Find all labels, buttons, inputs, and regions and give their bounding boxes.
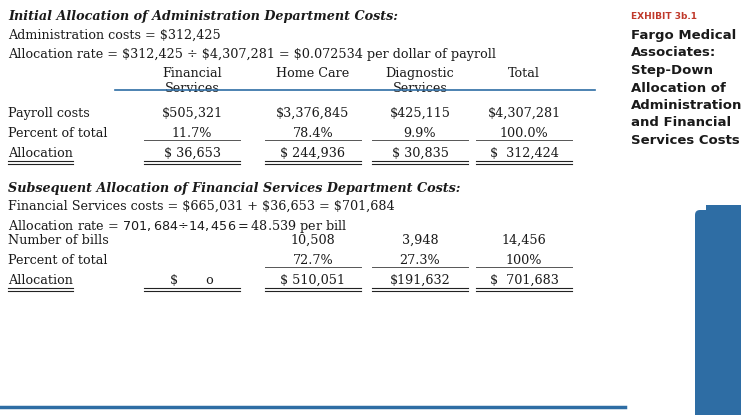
Text: $ 244,936: $ 244,936 — [281, 147, 345, 160]
Text: Services Costs: Services Costs — [631, 134, 740, 147]
Text: 100.0%: 100.0% — [499, 127, 548, 140]
Text: 72.7%: 72.7% — [293, 254, 333, 267]
Text: $3,376,845: $3,376,845 — [276, 107, 350, 120]
Text: 11.7%: 11.7% — [172, 127, 212, 140]
Text: $ 30,835: $ 30,835 — [391, 147, 448, 160]
Text: Step-Down: Step-Down — [631, 64, 713, 77]
Text: $ 36,653: $ 36,653 — [164, 147, 221, 160]
Bar — [706, 205, 741, 415]
Text: Payroll costs: Payroll costs — [8, 107, 90, 120]
Text: $4,307,281: $4,307,281 — [488, 107, 560, 120]
Text: Allocation: Allocation — [8, 274, 73, 287]
FancyBboxPatch shape — [695, 210, 741, 415]
Text: Number of bills: Number of bills — [8, 234, 109, 247]
Text: $425,115: $425,115 — [390, 107, 451, 120]
Text: Subsequent Allocation of Financial Services Department Costs:: Subsequent Allocation of Financial Servi… — [8, 182, 460, 195]
Text: and Financial: and Financial — [631, 117, 731, 129]
Text: Fargo Medical: Fargo Medical — [631, 29, 737, 42]
Text: Total: Total — [508, 67, 540, 80]
Text: $  701,683: $ 701,683 — [490, 274, 559, 287]
Text: 3,948: 3,948 — [402, 234, 439, 247]
Text: Home Care: Home Care — [276, 67, 350, 80]
Text: $       o: $ o — [170, 274, 214, 287]
Text: $505,321: $505,321 — [162, 107, 222, 120]
Text: $ 510,051: $ 510,051 — [281, 274, 345, 287]
Text: Associates:: Associates: — [631, 46, 717, 59]
Text: EXHIBIT 3b.1: EXHIBIT 3b.1 — [631, 12, 697, 21]
Text: Diagnostic
Services: Diagnostic Services — [385, 67, 454, 95]
Text: 100%: 100% — [506, 254, 542, 267]
Text: Initial Allocation of Administration Department Costs:: Initial Allocation of Administration Dep… — [8, 10, 398, 23]
Text: $191,632: $191,632 — [390, 274, 451, 287]
Text: 10,508: 10,508 — [290, 234, 336, 247]
Text: 27.3%: 27.3% — [399, 254, 440, 267]
Text: Allocation rate = $701,684 ÷ 14,456 = $48.539 per bill: Allocation rate = $701,684 ÷ 14,456 = $4… — [8, 218, 348, 235]
Text: Percent of total: Percent of total — [8, 254, 107, 267]
Text: Administration: Administration — [631, 99, 741, 112]
Text: 78.4%: 78.4% — [293, 127, 333, 140]
Text: Allocation rate = $312,425 ÷ $4,307,281 = $0.072534 per dollar of payroll: Allocation rate = $312,425 ÷ $4,307,281 … — [8, 48, 496, 61]
Text: Allocation of: Allocation of — [631, 81, 726, 95]
Text: $  312,424: $ 312,424 — [490, 147, 559, 160]
Text: 14,456: 14,456 — [502, 234, 546, 247]
Text: Percent of total: Percent of total — [8, 127, 107, 140]
Text: 9.9%: 9.9% — [404, 127, 436, 140]
Text: Administration costs = $312,425: Administration costs = $312,425 — [8, 29, 221, 42]
Text: Financial
Services: Financial Services — [162, 67, 222, 95]
Text: Financial Services costs = $665,031 + $36,653 = $701,684: Financial Services costs = $665,031 + $3… — [8, 200, 395, 213]
Text: Allocation: Allocation — [8, 147, 73, 160]
